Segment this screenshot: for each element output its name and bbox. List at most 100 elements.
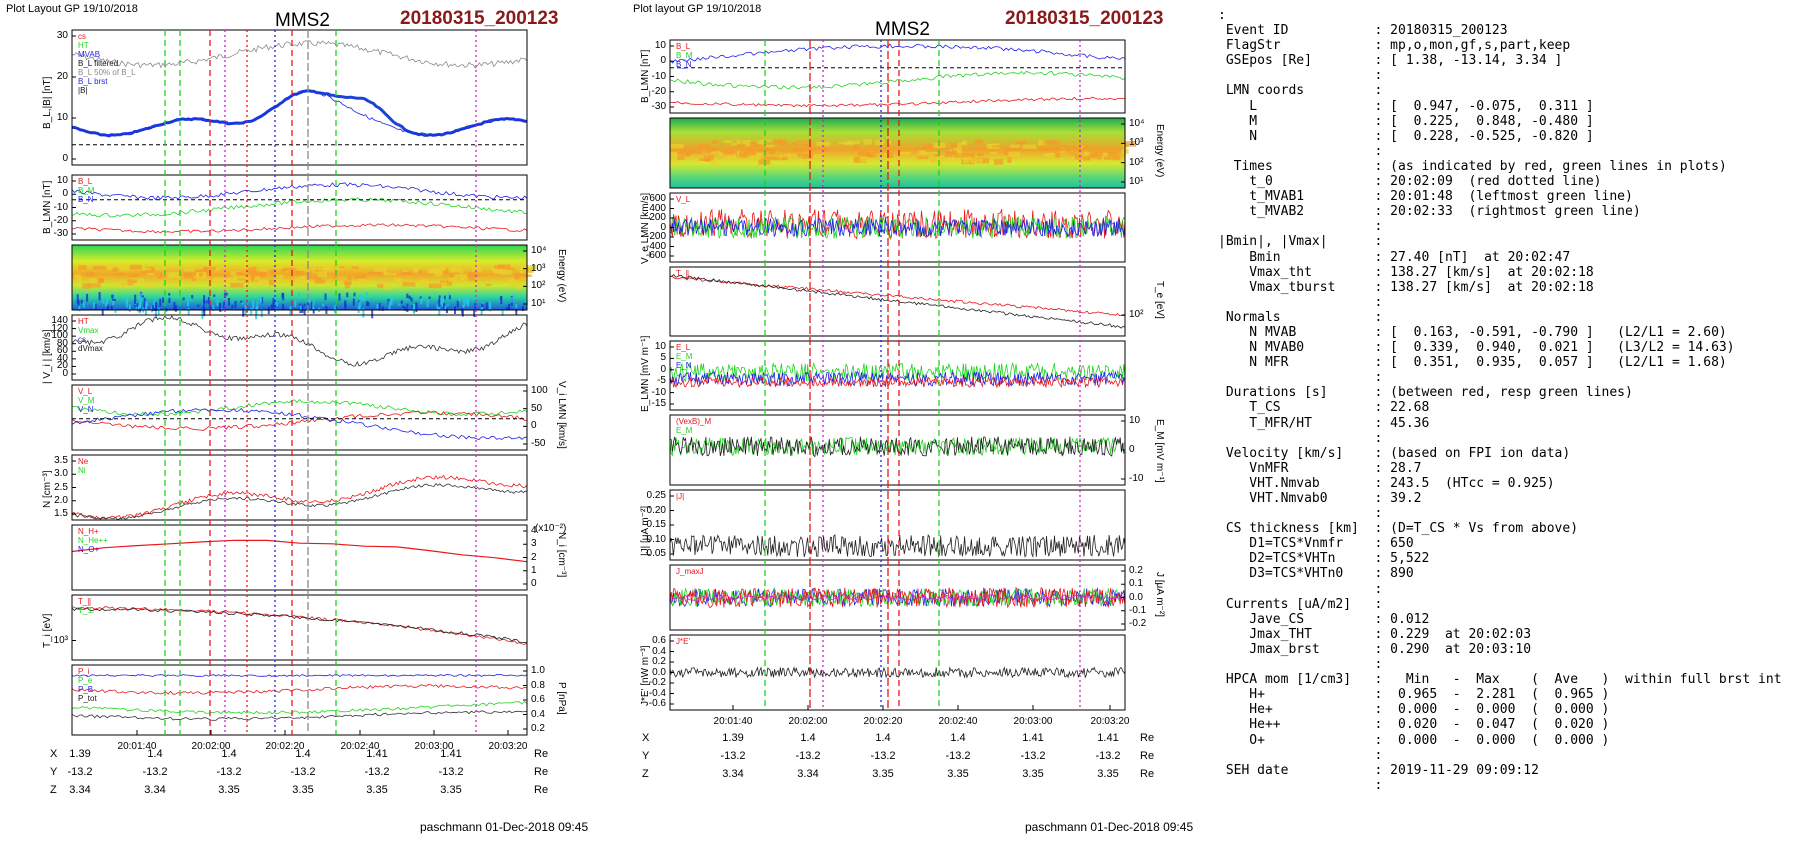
summary-line: HPCA mom [1/cm3] : Min - Max ( Ave ) wit… [1218,672,1782,688]
middle-panel-6 [669,414,1126,486]
left-spec-noise [333,305,336,313]
left-coord-value: 1.41 [366,748,388,760]
middle-spec-blob [801,154,813,159]
left-spec-noise [443,295,446,300]
left-spec-blob [195,269,209,274]
summary-line: : [1218,219,1383,235]
middle-spec-blob [962,153,975,159]
left-spec-blob [128,274,139,278]
left-spec-blob [388,272,397,276]
left-spec-noise [426,300,429,308]
left-spec-noise [378,303,381,311]
middle-spec-blob [917,147,927,151]
left-panel-8-frame [71,594,528,661]
middle-panel-3-legend: V_L [676,195,691,204]
summary-line: : [1218,777,1383,793]
left-spec-blob [449,267,464,274]
left-spec-blob [307,264,320,268]
summary-line: Bmin : 27.40 [nT] at 20:02:47 [1218,249,1571,265]
left-spec-blob [169,271,181,278]
middle-spec-blob [724,140,733,144]
left-panel-1 [71,29,528,166]
middle-coord-value: 1.4 [875,732,891,744]
left-panel-6-ylabel: N [cm⁻³] [42,470,53,509]
middle-spec-blob [670,152,678,157]
middle-coord-value: 1.39 [722,732,744,744]
middle-spec-blob [866,152,875,157]
left-panel-8 [71,594,528,661]
middle-spec-blob [803,159,812,164]
left-panel-8-series-1 [71,606,528,645]
left-spec-noise [406,293,409,298]
left-spec-noise [80,299,83,304]
left-spec-noise [270,304,273,310]
left-coord-y-unit: Re [534,766,549,778]
left-panel-9-tick-right: 0.6 [531,694,545,705]
left-spec-blob [254,274,260,281]
left-panel-5-tick-right: -50 [531,438,546,449]
left-spec-noise [203,295,206,305]
middle-panel-3-series-1 [669,208,1126,241]
left-spec-noise [276,302,278,306]
middle-panel-8-series-1 [669,587,1126,608]
left-spec-blob [417,282,426,286]
middle-panel-9-tick: -0.2 [648,677,666,688]
left-spec-noise [201,309,204,320]
left-spec-blob [403,269,408,273]
left-spec-blob [74,274,82,278]
middle-panel-6-legend: E_M [676,426,693,435]
left-spec-noise [308,299,310,303]
left-panel-5-series-2 [71,410,528,431]
left-panel-9-series-4 [71,710,528,721]
summary-line: L : [ 0.947, -0.075, 0.311 ] [1218,98,1594,114]
left-spec-noise [322,303,325,307]
middle-spec-blob [993,159,1004,165]
middle-spacecraft-title: MMS2 [875,19,930,40]
middle-spec-blob [697,144,710,149]
left-panel-3 [71,244,537,320]
left-spec-noise [242,307,245,317]
left-spec-noise [508,303,511,310]
left-spec-blob [351,266,360,269]
left-spec-blob [92,265,107,270]
left-spec-noise [440,298,443,305]
left-panel-2-tick: -30 [53,228,68,239]
middle-spec-blob [813,154,825,159]
left-spec-noise [158,296,161,299]
left-spec-blob [270,269,275,275]
middle-panel-5-series-3 [669,376,1126,389]
left-spec-noise [202,305,205,314]
left-spec-noise [344,302,347,310]
middle-spec-blob [923,144,935,148]
left-spec-noise [114,309,117,313]
left-panel-6-frame [71,454,528,521]
middle-footer: paschmann 01-Dec-2018 09:45 [1025,820,1194,834]
summary-line: FlagStr : mp,o,mon,gf,s,part,keep [1218,38,1571,54]
middle-spec-blob [1041,147,1056,151]
left-spec-blob [215,267,221,271]
middle-spec-blob [1084,158,1097,163]
left-spec-blob [497,264,511,270]
middle-panel-8-tick-right: 0.2 [1129,565,1143,576]
summary-line: M : [ 0.225, 0.848, -0.480 ] [1218,113,1594,129]
middle-coord-y-label: Y [642,750,650,762]
middle-spec-blob [1053,146,1060,151]
left-spec-blob [82,283,91,289]
middle-panel-4-series-1 [669,275,1126,317]
middle-panel-7-tick: 0.20 [646,504,666,516]
left-spec-blob [297,269,304,276]
left-spec-noise [234,301,237,309]
middle-panels [669,39,1137,711]
middle-spec-blob [867,154,876,158]
left-spec-noise [408,295,411,298]
left-spec-noise [190,297,193,301]
left-panel-1-tick: 0 [62,153,68,164]
left-spec-blob [198,272,203,277]
left-panel-3-tick-right: 10² [531,280,546,292]
middle-panel-3 [669,192,1126,263]
left-spec-blob [383,283,391,290]
left-spec-noise [428,296,431,299]
middle-panel-1-legend: B_N [676,60,692,69]
left-spec-noise [489,301,492,312]
left-spec-blob [413,268,419,273]
